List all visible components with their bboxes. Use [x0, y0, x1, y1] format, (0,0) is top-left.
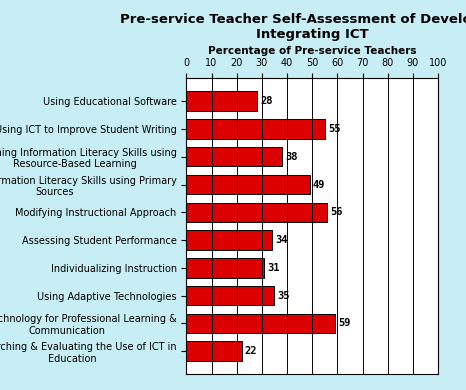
Text: 35: 35 [277, 291, 290, 301]
Bar [186, 202, 327, 222]
Bar [186, 258, 264, 278]
Text: 28: 28 [260, 96, 273, 106]
Text: 49: 49 [313, 179, 325, 190]
Title: Pre-service Teacher Self-Assessment of Developing
Integrating ICT: Pre-service Teacher Self-Assessment of D… [120, 13, 466, 41]
Bar [186, 286, 274, 305]
Text: 59: 59 [338, 318, 350, 328]
Text: 56: 56 [330, 207, 343, 217]
Bar [186, 230, 272, 250]
Bar [186, 314, 335, 333]
Text: 38: 38 [285, 152, 298, 162]
X-axis label: Percentage of Pre-service Teachers: Percentage of Pre-service Teachers [208, 46, 417, 56]
Bar [186, 92, 257, 111]
Text: 31: 31 [267, 263, 280, 273]
Text: 55: 55 [328, 124, 340, 134]
Bar [186, 119, 325, 139]
Bar [186, 342, 242, 361]
Text: 34: 34 [275, 235, 288, 245]
Bar [186, 147, 282, 167]
Bar [186, 175, 310, 194]
Text: 22: 22 [245, 346, 257, 356]
